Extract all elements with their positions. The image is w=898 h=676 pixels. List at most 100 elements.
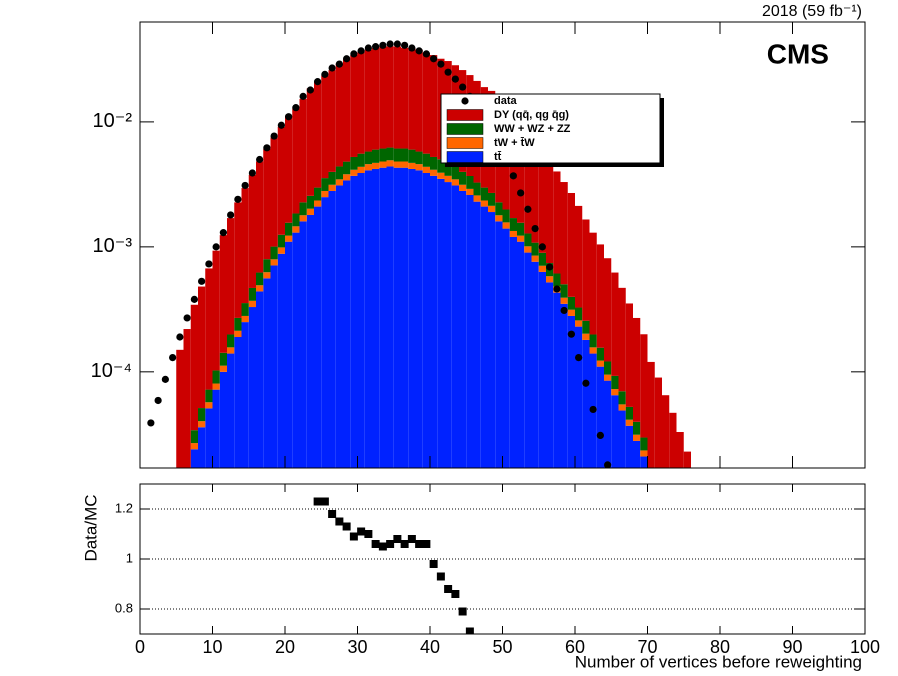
data-point xyxy=(408,44,416,52)
ratio-point xyxy=(386,540,395,548)
data-point xyxy=(161,375,169,383)
hist-bar xyxy=(437,172,445,179)
hist-bar xyxy=(517,235,525,242)
data-point xyxy=(147,419,155,427)
y-tick-label: 10⁻⁴ xyxy=(91,360,132,382)
hist-bar xyxy=(328,171,336,185)
data-point xyxy=(227,211,235,219)
data-point xyxy=(321,70,329,78)
hist-bar xyxy=(625,425,633,468)
hist-bar xyxy=(633,434,641,441)
hist-bar xyxy=(640,437,648,451)
ratio-frame xyxy=(139,483,866,635)
hist-bar xyxy=(437,159,445,173)
hist-bar xyxy=(401,47,409,149)
hist-bar xyxy=(190,304,198,431)
hist-bar xyxy=(538,252,546,266)
hist-bar xyxy=(241,303,249,316)
hist-bar xyxy=(335,166,343,180)
hist-bar xyxy=(350,156,358,170)
hist-bar xyxy=(546,282,554,468)
data-point xyxy=(285,113,293,121)
ratio-point xyxy=(436,572,445,581)
hist-bar xyxy=(379,46,387,149)
y-axis-label: Data/MC xyxy=(81,494,100,561)
hist-bar xyxy=(321,197,329,468)
data-point xyxy=(169,353,177,362)
hist-bar xyxy=(480,200,488,207)
plot-frame xyxy=(139,21,866,469)
hist-bar xyxy=(451,166,459,180)
hist-bar xyxy=(299,221,307,468)
hist-bar xyxy=(205,402,213,409)
hist-bar xyxy=(640,450,648,457)
hist-bar xyxy=(198,286,206,409)
hist-bar xyxy=(285,222,293,236)
ratio-point xyxy=(465,627,474,634)
hist-bar xyxy=(473,201,481,468)
hist-bar xyxy=(480,187,488,201)
ratio-point xyxy=(444,585,453,593)
ratio-plot xyxy=(140,497,865,634)
hist-bar xyxy=(357,166,365,173)
data-point xyxy=(219,229,227,237)
overlay: 10⁻⁴ 10⁻³ 10⁻² data DY (qq̄, qg q̄g) WW + WZ … xyxy=(91,21,880,657)
data-point xyxy=(596,431,604,439)
hist-bar xyxy=(277,234,285,248)
data-point xyxy=(372,43,380,51)
hist-bar xyxy=(190,430,198,444)
ratio-point xyxy=(400,540,409,548)
hist-bar xyxy=(538,271,546,468)
legend-label: tW + t̄W xyxy=(494,137,535,149)
hist-bar xyxy=(227,347,235,354)
hist-bar xyxy=(415,151,423,165)
hist-bar xyxy=(379,167,387,468)
hist-bar xyxy=(618,391,626,405)
ratio-point xyxy=(415,540,424,548)
data-point xyxy=(299,92,307,100)
hist-bar xyxy=(430,156,438,170)
data-point xyxy=(270,132,278,140)
hist-bar xyxy=(509,218,517,231)
hist-bar xyxy=(604,374,612,381)
hist-bar xyxy=(495,202,503,216)
hist-bar xyxy=(335,63,343,167)
hist-bar xyxy=(372,149,380,163)
hist-bar xyxy=(654,377,662,468)
hist-bar xyxy=(575,326,583,468)
hist-bar xyxy=(495,215,503,222)
hist-bar xyxy=(408,48,416,150)
data-point xyxy=(422,50,430,58)
hist-bar xyxy=(321,178,329,191)
hist-bar xyxy=(270,265,278,468)
hist-bar xyxy=(219,235,227,353)
hist-bar xyxy=(314,187,322,201)
hist-bar xyxy=(683,451,691,468)
x-tick-label: 50 xyxy=(492,637,512,657)
hist-bar xyxy=(285,235,293,242)
hist-bar xyxy=(611,395,619,468)
hist-bar xyxy=(364,151,372,165)
hist-bar xyxy=(488,212,496,468)
hist-bar xyxy=(263,259,271,273)
data-point xyxy=(459,83,467,91)
hist-bar xyxy=(212,370,220,384)
y-tick-label: 10⁻³ xyxy=(93,235,133,257)
ratio-point xyxy=(371,540,380,548)
hist-bar xyxy=(691,471,698,488)
hist-bar xyxy=(502,209,510,223)
hist-bar xyxy=(669,412,677,468)
x-tick-label: 40 xyxy=(420,637,440,657)
hist-bar xyxy=(299,215,307,222)
ratio-point xyxy=(458,607,467,616)
data-point xyxy=(176,333,184,341)
ratio-point xyxy=(378,542,387,551)
hist-bar xyxy=(422,172,430,468)
hist-bar xyxy=(198,408,206,422)
hist-bar xyxy=(633,421,641,435)
data-point xyxy=(517,189,525,197)
ratio-point xyxy=(342,522,351,531)
hist-bar xyxy=(524,246,532,253)
